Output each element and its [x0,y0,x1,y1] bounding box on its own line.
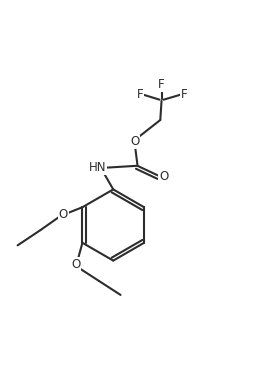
Text: O: O [130,135,140,148]
Text: F: F [137,88,143,101]
Text: F: F [158,78,165,91]
Text: O: O [159,170,168,183]
Text: O: O [71,258,81,271]
Text: HN: HN [89,161,107,174]
Text: O: O [59,209,68,221]
Text: F: F [181,88,187,101]
